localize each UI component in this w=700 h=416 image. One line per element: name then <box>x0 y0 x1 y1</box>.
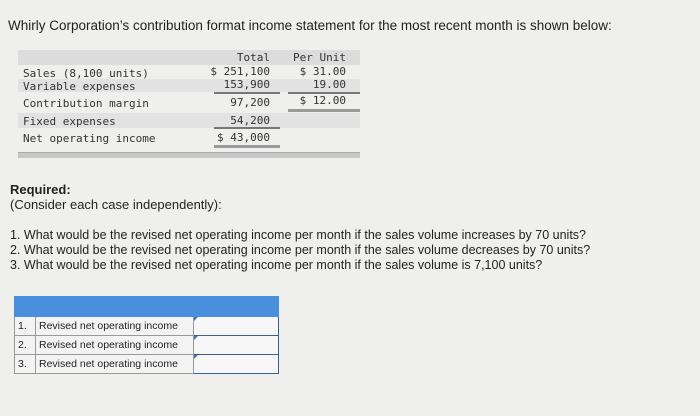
questions: 1. What would be the revised net operati… <box>10 228 590 273</box>
double-underline <box>288 109 360 112</box>
row-number: 2. <box>14 335 36 355</box>
row-label: Sales (8,100 units) <box>23 67 149 80</box>
double-underline <box>214 145 280 148</box>
answer-input-1[interactable] <box>193 316 279 336</box>
row-label: Revised net operating income <box>35 354 194 374</box>
answer-table: 1. Revised net operating income 2. Revis… <box>14 296 279 374</box>
row-label: Revised net operating income <box>35 335 194 355</box>
row-total: 97,200 <box>230 96 270 109</box>
row-per-unit: $ 12.00 <box>299 94 346 107</box>
row-total: $ 43,000 <box>217 131 270 144</box>
income-statement: Total Per Unit Sales (8,100 units) $ 251… <box>18 50 360 150</box>
question-2: 2. What would be the revised net operati… <box>10 243 591 257</box>
row-label: Revised net operating income <box>35 316 194 336</box>
required-title: Required: <box>10 182 71 197</box>
row-per-unit: $ 31.00 <box>299 65 346 78</box>
statement-bottom-bar <box>18 152 360 158</box>
question-1: 1. What would be the revised net operati… <box>10 228 587 242</box>
underline <box>214 127 280 129</box>
required-note: (Consider each case independently): <box>10 197 222 212</box>
table-row: 1. Revised net operating income <box>14 316 279 336</box>
header-band <box>18 50 360 65</box>
row-number: 3. <box>14 354 36 374</box>
row-per-unit: 19.00 <box>312 78 346 91</box>
question-3: 3. What would be the revised net operati… <box>10 258 543 272</box>
row-total: 54,200 <box>230 114 270 127</box>
table-row: 2. Revised net operating income <box>14 335 279 355</box>
row-total: $ 251,100 <box>210 65 270 78</box>
row-label: Variable expenses <box>23 80 136 93</box>
row-band <box>18 79 360 92</box>
row-number: 1. <box>14 316 36 336</box>
table-row: 3. Revised net operating income <box>14 354 279 374</box>
underline <box>214 92 280 94</box>
row-label: Fixed expenses <box>23 115 116 128</box>
row-label: Net operating income <box>23 132 156 145</box>
row-label: Contribution margin <box>23 97 149 110</box>
answer-input-2[interactable] <box>193 335 279 355</box>
answer-input-3[interactable] <box>193 354 279 374</box>
required-section: Required: (Consider each case independen… <box>10 182 222 212</box>
answer-header-row <box>14 296 279 317</box>
row-total: 153,900 <box>223 78 270 91</box>
underline <box>288 92 360 94</box>
header-total: Total <box>236 51 270 64</box>
row-band <box>18 113 360 128</box>
intro-text: Whirly Corporation’s contribution format… <box>8 18 612 33</box>
header-per-unit: Per Unit <box>293 51 346 64</box>
